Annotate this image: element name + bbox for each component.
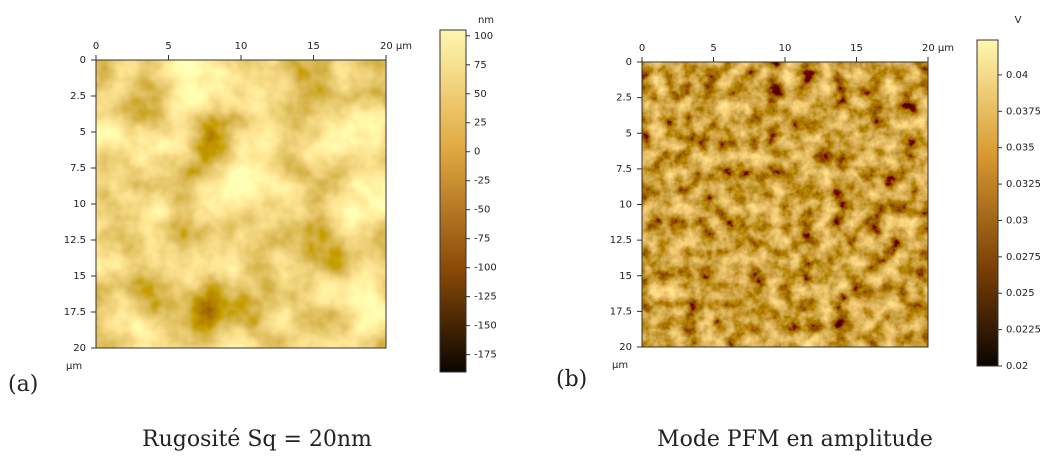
y-tick-label: 10 (73, 199, 86, 210)
y-tick-label: 12.5 (64, 235, 86, 246)
y-tick-label: 15 (619, 271, 632, 282)
y-tick-label: 0 (626, 57, 632, 68)
y-tick-label: 7.5 (70, 163, 86, 174)
x-tick-label: 5 (710, 43, 716, 54)
colorbar-tick-label: 0.0375 (1006, 106, 1041, 117)
y-tick-label: 12.5 (610, 235, 632, 246)
x-tick-label: 5 (165, 41, 171, 52)
colorbar-tick-label: -100 (474, 263, 497, 274)
y-tick-label: 2.5 (70, 91, 86, 102)
y-tick-label: 10 (619, 200, 632, 211)
y-tick-label: 0 (80, 55, 86, 66)
panel-label: (b) (556, 367, 587, 392)
x-tick-label: 10 (779, 43, 792, 54)
colorbar-tick-label: 50 (474, 89, 487, 100)
pfm-amplitude-image (642, 62, 928, 347)
colorbar-tick-label: 0.025 (1006, 288, 1035, 299)
x-tick-label: 20 µm (380, 41, 412, 52)
x-tick-label: 15 (307, 41, 320, 52)
colorbar-tick-label: 0.03 (1006, 215, 1028, 226)
colorbar-tick-label: 0 (474, 147, 480, 158)
colorbar (439, 29, 467, 373)
y-tick-label: 17.5 (64, 307, 86, 318)
axis-unit: µm (612, 360, 628, 371)
panel-label: (a) (8, 372, 38, 397)
colorbar-tick-label: 100 (474, 31, 493, 42)
colorbar-unit: V (1015, 15, 1022, 26)
colorbar-tick-label: 0.035 (1006, 143, 1035, 154)
axis-unit: µm (66, 361, 82, 372)
y-tick-label: 7.5 (616, 164, 632, 175)
colorbar-tick-label: -75 (474, 234, 490, 245)
colorbar-tick-label: -150 (474, 321, 497, 332)
y-tick-label: 5 (80, 127, 86, 138)
colorbar-tick-label: 0.02 (1006, 361, 1028, 372)
x-tick-label: 10 (235, 41, 248, 52)
y-tick-label: 15 (73, 271, 86, 282)
colorbar-unit: nm (478, 15, 494, 26)
colorbar-tick-label: 0.0275 (1006, 252, 1041, 263)
colorbar-tick-label: -175 (474, 350, 497, 361)
y-tick-label: 5 (626, 128, 632, 139)
colorbar-tick-label: -25 (474, 176, 490, 187)
caption: Rugosité Sq = 20nm (142, 427, 372, 452)
x-tick-label: 0 (93, 41, 99, 52)
colorbar-tick-label: 0.0325 (1006, 179, 1041, 190)
caption: Mode PFM en amplitude (657, 427, 933, 452)
y-tick-label: 20 (619, 342, 632, 353)
y-tick-label: 2.5 (616, 93, 632, 104)
colorbar-tick-label: 0.04 (1006, 70, 1028, 81)
colorbar-tick-label: 25 (474, 118, 487, 129)
colorbar-tick-label: -125 (474, 292, 497, 303)
x-tick-label: 0 (639, 43, 645, 54)
y-tick-label: 20 (73, 343, 86, 354)
colorbar (976, 39, 999, 367)
y-tick-label: 17.5 (610, 306, 632, 317)
afm-topography-image (96, 60, 386, 348)
x-tick-label: 20 µm (922, 43, 954, 54)
colorbar-tick-label: -50 (474, 205, 490, 216)
x-tick-label: 15 (850, 43, 863, 54)
colorbar-tick-label: 0.0225 (1006, 325, 1041, 336)
colorbar-tick-label: 75 (474, 60, 487, 71)
